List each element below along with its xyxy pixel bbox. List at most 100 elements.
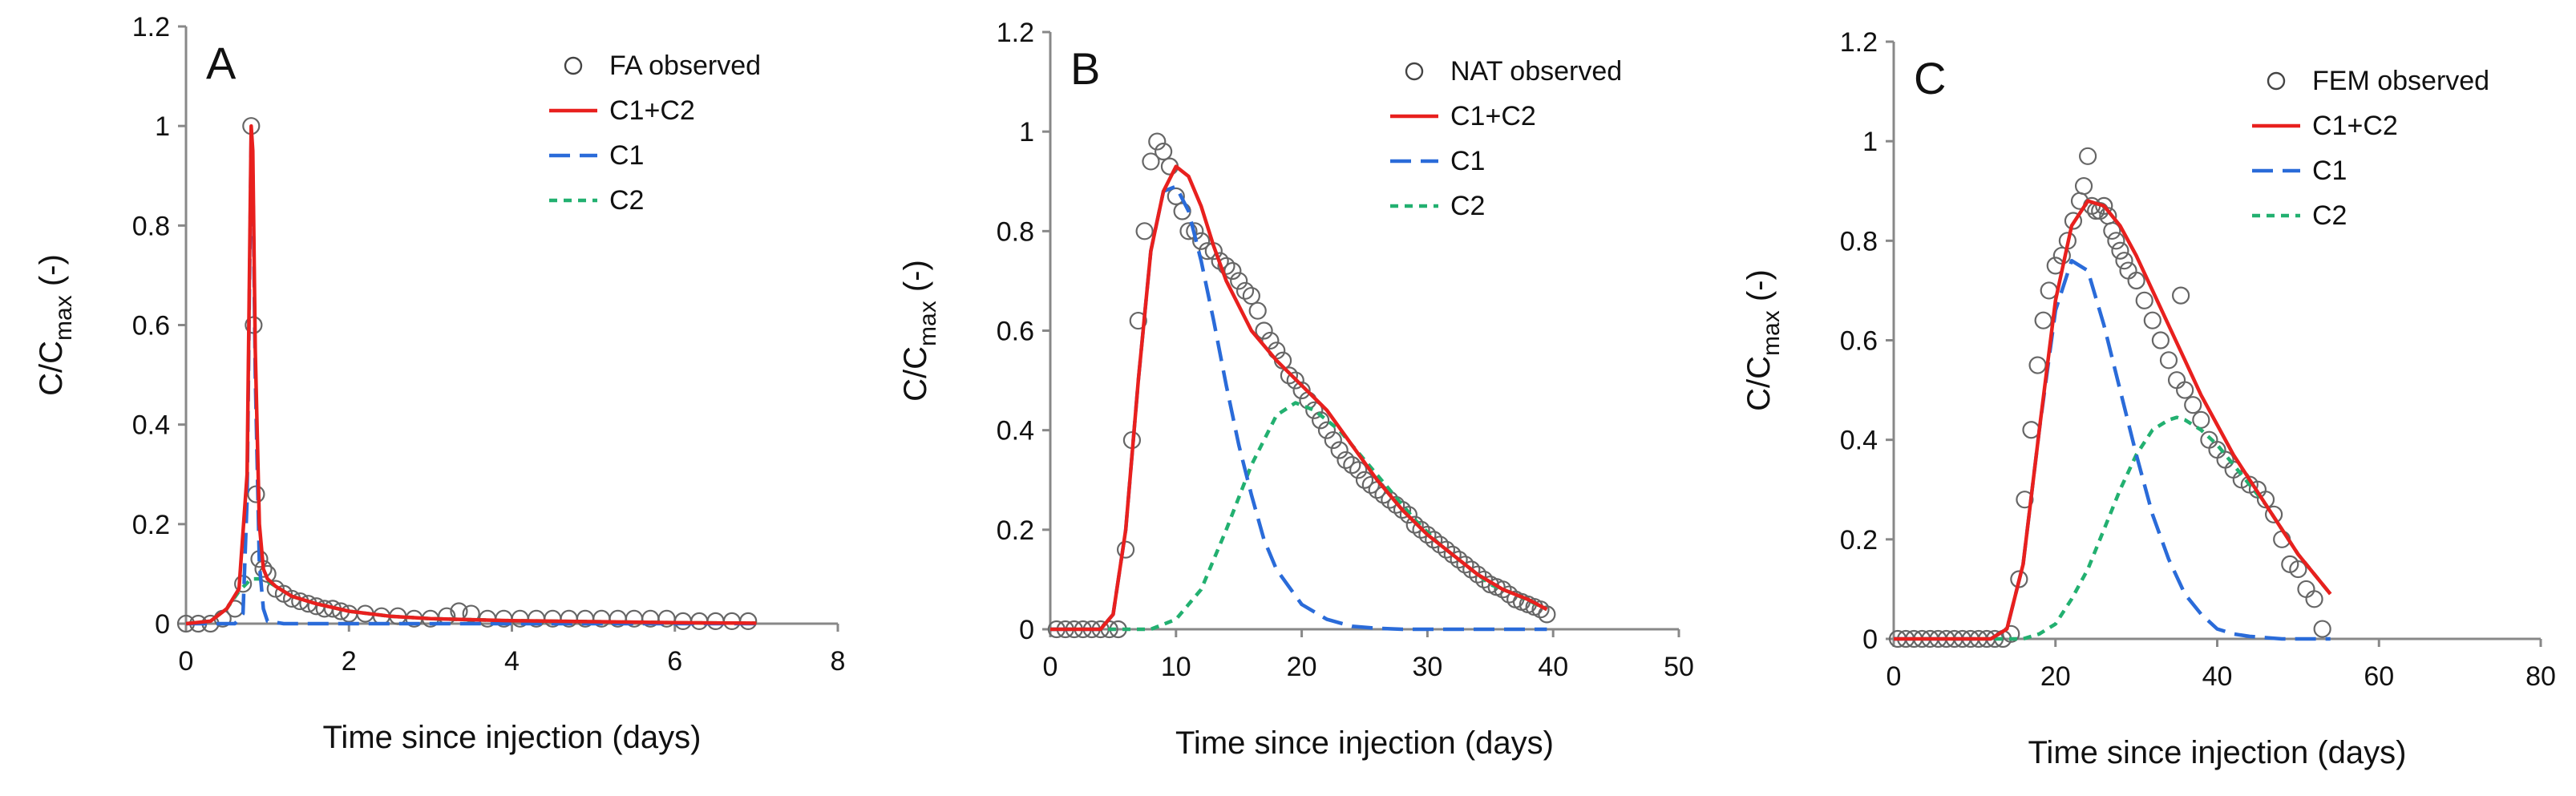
observed-point xyxy=(2172,286,2190,305)
panel-b: 0 10 20 30 40 50 0 0.2 0.4 0.6 0.8 1 1.2 Time since i… xyxy=(898,18,1694,761)
observed-point xyxy=(2074,176,2093,196)
x-tick-label: 40 xyxy=(2202,661,2233,692)
observed-point xyxy=(1148,132,1167,151)
x-tick-label: 20 xyxy=(1287,652,1317,682)
y-axis-title-subscript: max xyxy=(1758,310,1785,356)
y-axis-title: C/Cmax (-) xyxy=(1741,269,1785,411)
x-axis-title: Time since injection (days) xyxy=(1175,725,1554,761)
observed-point xyxy=(1494,580,1512,599)
observed-point xyxy=(1337,451,1355,470)
y-tick-label: 0.2 xyxy=(132,510,170,540)
observed-point xyxy=(1248,301,1267,320)
series-line-c1-c2 xyxy=(185,123,757,626)
observed-point xyxy=(2135,291,2153,309)
y-axis-title-suffix: (-) xyxy=(1741,269,1777,310)
observed-point xyxy=(1129,311,1147,330)
observed-point xyxy=(1387,495,1405,514)
observed-point xyxy=(1179,222,1198,240)
observed-point xyxy=(1330,441,1349,459)
y-tick-label: 0 xyxy=(155,609,170,640)
y-tick-label: 0.4 xyxy=(1840,426,1878,456)
observed-point xyxy=(1430,535,1450,554)
observed-point xyxy=(1443,545,1462,564)
observed-point xyxy=(462,604,480,623)
legend-marker-observed xyxy=(2267,71,2286,91)
y-tick-label: 0.6 xyxy=(1840,326,1878,357)
observed-point xyxy=(1343,456,1361,475)
observed-point xyxy=(1167,187,1185,205)
observed-point xyxy=(1261,331,1280,350)
observed-point xyxy=(2079,147,2097,165)
panel-letter: A xyxy=(206,38,237,88)
observed-point xyxy=(1255,321,1273,340)
observed-point xyxy=(1412,520,1430,539)
y-tick-label: 0.2 xyxy=(1840,525,1878,556)
observed-point xyxy=(1242,286,1260,305)
x-tick-label: 30 xyxy=(1412,652,1442,682)
observed-point xyxy=(1324,430,1342,450)
observed-point xyxy=(2313,620,2331,638)
legend-marker-observed xyxy=(564,56,583,75)
legend-label: FEM observed xyxy=(2312,66,2489,96)
y-tick-label: 0.8 xyxy=(132,211,170,241)
legend-label: C1 xyxy=(2312,156,2347,186)
legend-label: C2 xyxy=(2312,200,2347,231)
y-axis-title-main: C/C xyxy=(34,341,69,396)
observed-point xyxy=(2184,396,2202,414)
observed-point xyxy=(2022,421,2040,439)
observed-point xyxy=(1235,281,1255,300)
x-axis-title: Time since injection (days) xyxy=(2028,735,2406,770)
observed-point xyxy=(2028,356,2047,374)
y-axis-title-main: C/C xyxy=(1741,356,1777,411)
observed-point xyxy=(2289,560,2307,579)
y-axis-title-suffix: (-) xyxy=(898,260,933,301)
observed-point xyxy=(1450,550,1468,569)
x-tick-label: 4 xyxy=(504,646,520,677)
observed-point xyxy=(722,612,741,630)
y-tick-label: 0.6 xyxy=(132,311,170,341)
observed-point xyxy=(1135,222,1154,240)
observed-point xyxy=(1116,540,1135,559)
y-axis-title: C/Cmax (-) xyxy=(34,254,77,396)
legend-label: NAT observed xyxy=(1450,56,1622,87)
observed-point xyxy=(1437,540,1456,559)
observed-point xyxy=(1280,366,1299,385)
x-tick-label: 80 xyxy=(2525,661,2556,692)
observed-point xyxy=(1155,142,1173,161)
y-axis-title-subscript: max xyxy=(915,301,941,346)
x-tick-label: 10 xyxy=(1161,652,1191,682)
legend-label: C1+C2 xyxy=(609,95,695,126)
observed-point xyxy=(1405,515,1424,534)
y-tick-label: 1.2 xyxy=(132,12,170,42)
observed-point xyxy=(2115,252,2133,270)
observed-point xyxy=(1211,252,1229,270)
y-axis-title-subscript: max xyxy=(51,295,77,341)
observed-point xyxy=(2016,491,2034,509)
x-tick-label: 6 xyxy=(667,646,682,677)
observed-point xyxy=(2143,311,2161,329)
y-tick-label: 1.2 xyxy=(1840,27,1878,58)
y-tick-label: 0 xyxy=(1019,615,1034,645)
observed-point xyxy=(2119,261,2137,280)
y-tick-label: 0.4 xyxy=(997,416,1034,446)
observed-point xyxy=(2107,232,2125,250)
observed-point xyxy=(1425,531,1443,549)
panel-a: 0 2 4 6 8 0 0.2 0.4 0.6 0.8 1 1.2 Time since injecti… xyxy=(34,12,845,755)
observed-point xyxy=(2151,331,2170,350)
series-line-c1 xyxy=(1894,258,2331,641)
y-axis-title: C/Cmax (-) xyxy=(898,260,941,402)
observed-point xyxy=(1355,471,1374,489)
legend-label: C1 xyxy=(609,140,644,171)
legend-label: FA observed xyxy=(609,51,761,81)
x-tick-label: 2 xyxy=(342,646,357,677)
y-tick-label: 0.8 xyxy=(1840,226,1878,257)
observed-point xyxy=(2305,590,2323,608)
observed-point xyxy=(1399,506,1417,524)
observed-point xyxy=(1286,371,1304,390)
panel-letter: C xyxy=(1914,53,1946,103)
x-tick-label: 20 xyxy=(2040,661,2071,692)
observed-point xyxy=(739,612,758,630)
legend-label: C2 xyxy=(1450,191,1485,221)
series-line-c2 xyxy=(1894,415,2332,641)
observed-point xyxy=(1469,565,1487,584)
